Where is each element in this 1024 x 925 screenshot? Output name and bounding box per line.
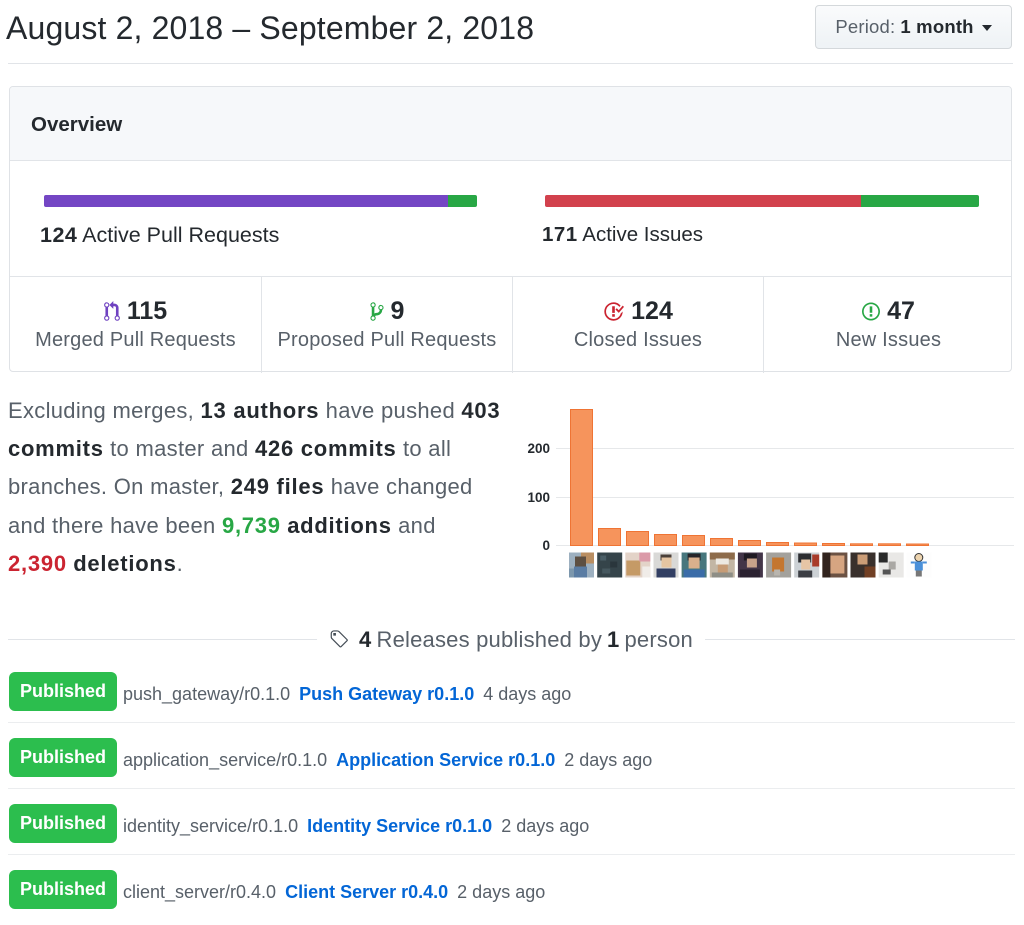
svg-text:200: 200 <box>527 441 550 456</box>
svg-text:0: 0 <box>542 538 550 553</box>
svg-text:100: 100 <box>527 490 550 505</box>
